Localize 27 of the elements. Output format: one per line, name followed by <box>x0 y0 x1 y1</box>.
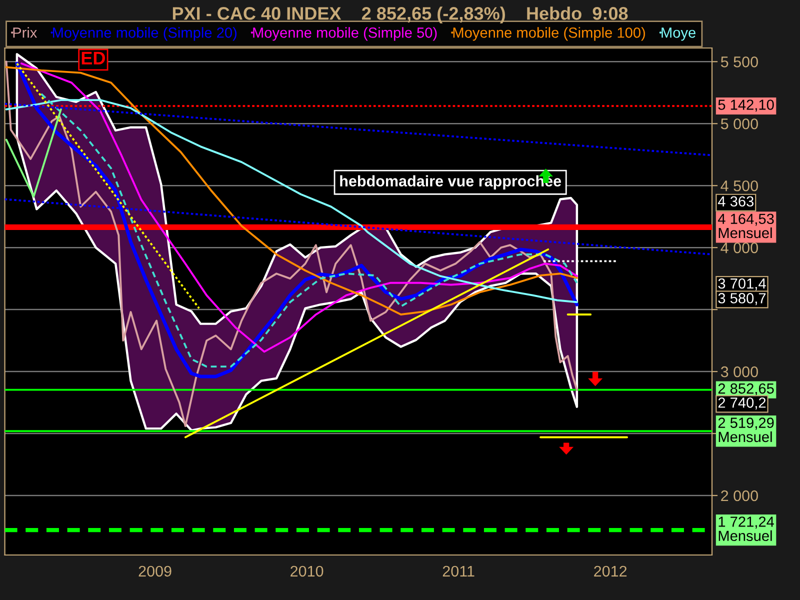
x-tick-label: 2012 <box>594 566 627 577</box>
ref-line-label: 2 519,29 Mensuel <box>718 418 774 442</box>
text: 2 740,2 <box>718 398 766 410</box>
x-tick-label: 2011 <box>442 566 474 577</box>
legend-label: Moyenne mobile (Simple 100) <box>453 27 645 41</box>
legend-label: Moyenne mobile (Simple 20) <box>52 27 236 41</box>
chart-title: PXI - CAC 40 INDEX 2 852,65 (-2,83%) Hebdo 9:08 <box>172 6 628 24</box>
y-tick-label: 2 000 <box>721 490 758 502</box>
text: 3 701,4 <box>718 278 766 290</box>
legend-label: Moye <box>662 28 696 41</box>
legend-label: Prix <box>13 27 38 38</box>
text: 4 363 <box>718 196 754 207</box>
y-tick-label: 5 000 <box>720 118 758 130</box>
text: 3 580,7 <box>718 293 766 306</box>
y-tick-label: 3 000 <box>720 366 758 378</box>
x-tick-label: 2009 <box>138 566 172 577</box>
legend-label: Moyenne mobile (Simple 50) <box>253 27 437 41</box>
ref-line-label: 5 142,10 <box>718 100 774 112</box>
y-tick-label: 4 500 <box>720 180 758 192</box>
y-tick-label: 5 500 <box>720 56 758 68</box>
annotation: hebdomadaire vue rapprochée <box>340 175 562 190</box>
ref-line-label: 1 721,24 Mensuel <box>718 516 774 542</box>
annotation: ED <box>82 52 105 64</box>
ref-line-label: 2 852,65 <box>718 383 774 396</box>
ref-line-label: 4 164,53 Mensuel <box>718 214 774 238</box>
y-tick-label: 4 000 <box>720 242 758 254</box>
x-tick-label: 2010 <box>290 566 324 577</box>
